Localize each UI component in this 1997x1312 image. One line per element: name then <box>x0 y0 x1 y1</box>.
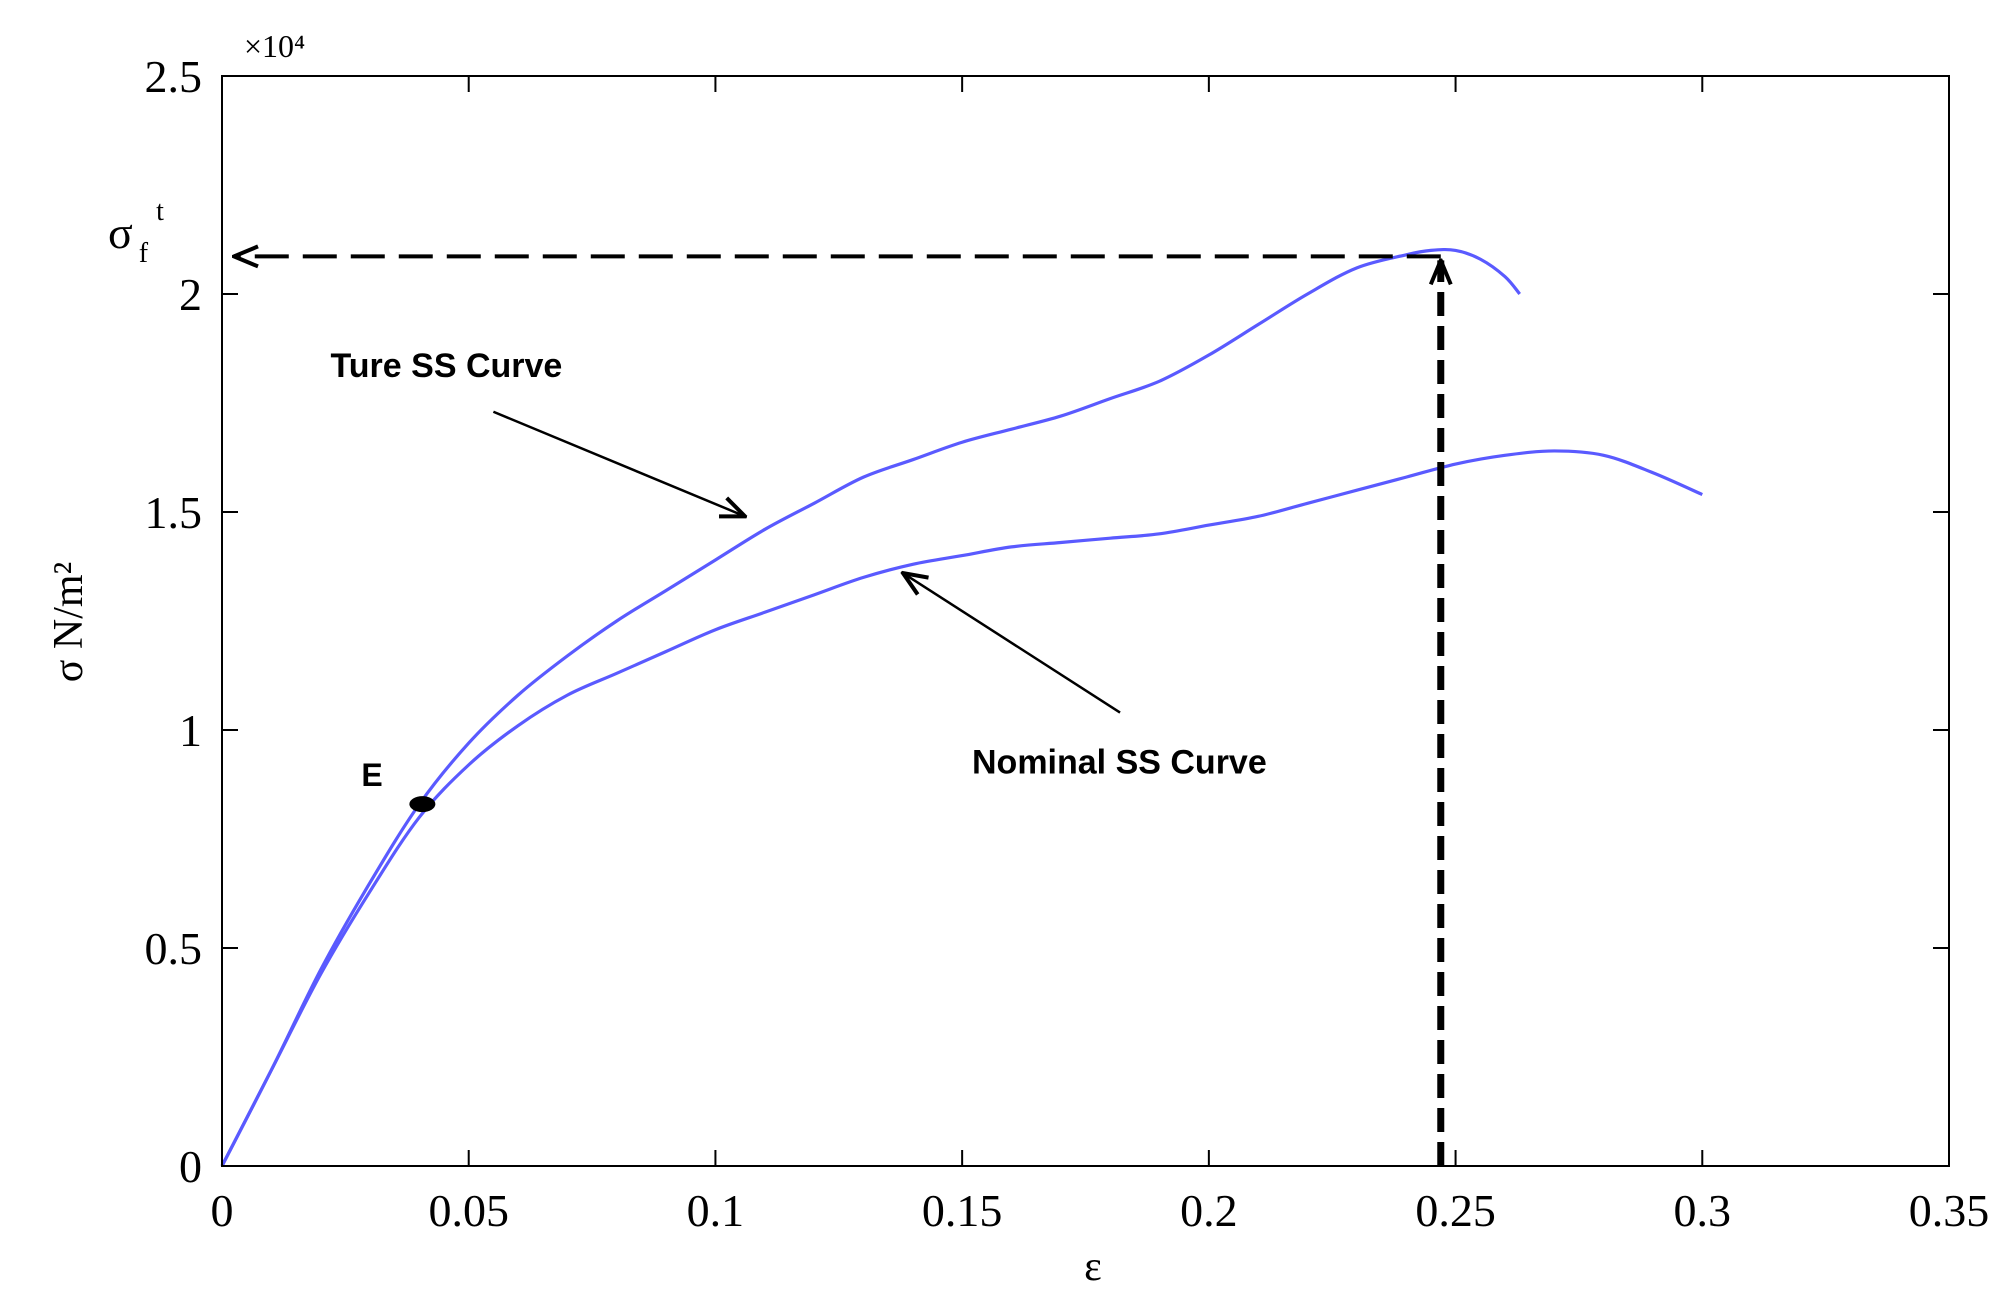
marker-e-label: E <box>361 757 382 793</box>
annotation-arrow <box>492 410 745 517</box>
y-axis-label: σ N/m² <box>46 562 92 682</box>
true-ss-curve <box>220 247 1521 1167</box>
x-tick-label: 0.15 <box>922 1185 1003 1236</box>
y-multiplier: ×10⁴ <box>244 28 305 64</box>
x-tick-label: 0.05 <box>428 1185 509 1236</box>
x-tick-label: 0.2 <box>1180 1185 1238 1236</box>
peak-label: σ ft <box>108 196 164 269</box>
peak-guides: σ ft <box>108 196 1441 1166</box>
x-ticks: 0 0.05 0.1 0.15 0.2 0.25 0.3 0.35 <box>211 76 1990 1236</box>
y-ticks: 0 0.5 1 1.5 2 2.5 <box>145 51 1949 1192</box>
plot-frame <box>221 75 1950 1167</box>
x-tick-label: 0 <box>211 1185 234 1236</box>
y-tick-label: 1.5 <box>145 487 203 538</box>
nominal-ss-curve <box>220 449 1703 1167</box>
annotation-arrow <box>903 573 1121 714</box>
x-tick-label: 0.1 <box>687 1185 745 1236</box>
nominal-curve-annotation: Nominal SS Curve <box>972 744 1267 782</box>
y-tick-label: 2 <box>179 269 202 320</box>
y-tick-label: 2.5 <box>145 51 203 102</box>
x-axis-label: ε <box>1084 1244 1102 1290</box>
marker-e-point <box>409 796 436 813</box>
x-tick-label: 0.35 <box>1909 1185 1990 1236</box>
x-tick-label: 0.3 <box>1674 1185 1732 1236</box>
series-layer <box>220 247 1703 1167</box>
true-curve-annotation: Ture SS Curve <box>331 347 563 385</box>
annotation-layer: Ture SS Curve Nominal SS Curve E <box>331 347 1267 813</box>
y-tick-label: 0.5 <box>145 923 203 974</box>
y-tick-label: 1 <box>179 705 202 756</box>
y-tick-label: 0 <box>179 1141 202 1192</box>
x-tick-label: 0.25 <box>1415 1185 1496 1236</box>
